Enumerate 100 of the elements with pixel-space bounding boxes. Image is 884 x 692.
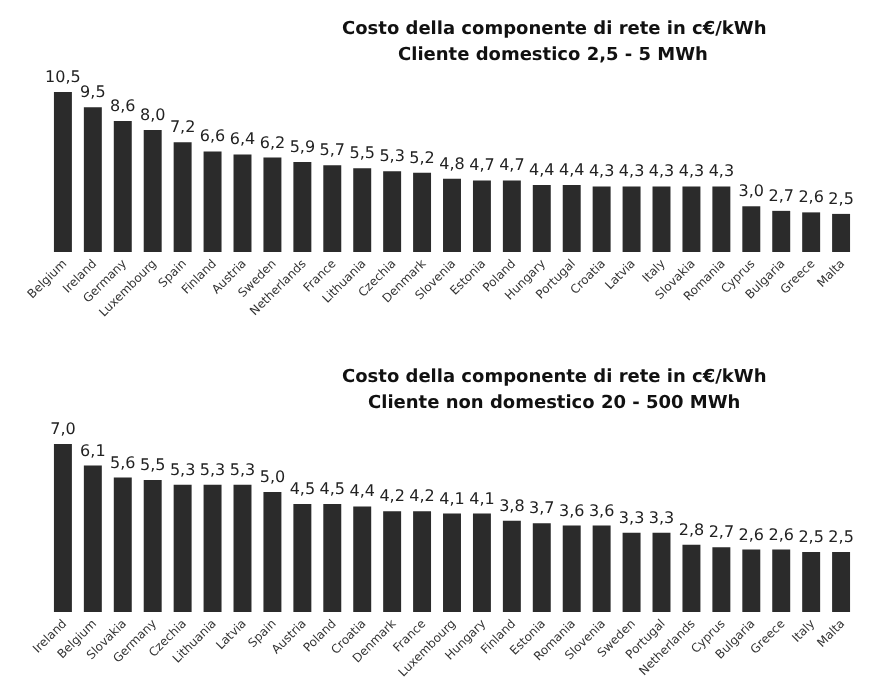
data-label: 6,4 [229,130,256,149]
data-label: 6,1 [80,441,106,460]
bar [233,484,252,612]
bar [772,549,791,612]
data-label: 5,2 [409,148,435,167]
data-label: 4,5 [319,480,346,498]
data-label: 7,2 [169,118,196,137]
bar [742,549,761,612]
data-label: 5,0 [259,468,286,486]
data-label: 9,5 [80,83,106,102]
bar [652,532,671,612]
data-label: 4,3 [618,162,645,181]
data-label: 4,3 [588,162,615,181]
bar [682,186,701,252]
data-label: 5,6 [110,453,136,472]
data-label: 3,3 [618,508,645,527]
chart-title: Costo della componente di rete in c€/kWh [342,20,767,40]
data-label: 4,4 [529,160,555,179]
data-label: 4,5 [289,480,316,498]
bar [383,511,402,612]
chart-title: Costo della componente di rete in c€/kWh [342,368,767,388]
bar [293,504,312,612]
bar [143,480,162,612]
data-label: 6,2 [259,133,286,152]
data-label: 3,6 [588,501,615,520]
bar [832,213,851,252]
data-label: 4,8 [439,154,465,173]
bar [413,511,432,612]
data-label: 4,3 [708,162,735,181]
bar [622,186,641,252]
bar [173,142,192,252]
bar [113,477,132,612]
data-label: 7,0 [50,420,76,438]
bar [53,92,72,252]
data-label: 3,6 [558,501,585,520]
data-label: 5,7 [319,141,346,160]
bar [592,525,611,612]
bar [323,504,342,612]
bar [263,492,282,612]
data-label: 5,3 [229,460,256,479]
bar [173,484,192,612]
data-label: 4,2 [379,487,405,506]
data-label: 2,5 [798,528,824,546]
data-label: 5,3 [379,147,405,166]
bar [682,544,701,612]
data-label: 4,1 [439,489,465,508]
data-label: 4,3 [678,162,705,181]
data-label: 10,5 [45,68,81,86]
chart-subtitle: Cliente non domestico 20 - 500 MWh [368,394,741,414]
data-label: 2,5 [828,528,854,546]
data-label: 3,0 [738,182,765,201]
bar [562,525,581,612]
bar [293,162,312,252]
bar [562,184,581,252]
data-label: 3,3 [648,508,675,527]
bar [203,484,222,612]
data-label: 4,2 [409,487,435,506]
data-label: 3,8 [499,496,525,515]
bar [472,513,491,612]
data-label: 8,0 [139,106,166,125]
bar [712,547,731,612]
bar [472,180,491,252]
data-label: 4,7 [499,156,525,175]
data-label: 5,3 [199,460,226,479]
bar [802,212,821,252]
bar [413,172,432,252]
data-label: 5,9 [289,138,316,157]
bar [113,120,132,252]
data-label: 2,8 [678,520,705,539]
data-label: 6,6 [199,127,226,146]
data-label: 5,3 [169,460,196,479]
bar [622,532,641,612]
data-label: 4,4 [558,160,585,179]
bar [83,107,102,252]
data-label: 2,7 [708,523,735,542]
data-label: 2,7 [768,186,794,205]
data-label: 2,6 [798,188,824,207]
bar [652,186,671,252]
bar [502,180,521,252]
bar [592,186,611,252]
bar [83,465,102,612]
bar [802,552,821,612]
data-label: 4,1 [469,489,495,508]
bar [712,186,731,252]
data-label: 4,3 [648,162,675,181]
data-label: 2,6 [738,525,765,544]
data-label: 3,7 [529,499,555,518]
bar [233,154,252,252]
data-label: 5,5 [349,144,375,163]
chart-subtitle: Cliente domestico 2,5 - 5 MWh [398,46,708,66]
bar [263,157,282,252]
bar [443,178,461,252]
bar [143,130,162,252]
bar [53,444,72,612]
bar [532,184,551,252]
data-label: 2,5 [828,189,854,208]
bar [443,513,461,612]
bar [832,552,851,612]
bar [353,168,372,252]
data-label: 4,4 [349,482,375,501]
